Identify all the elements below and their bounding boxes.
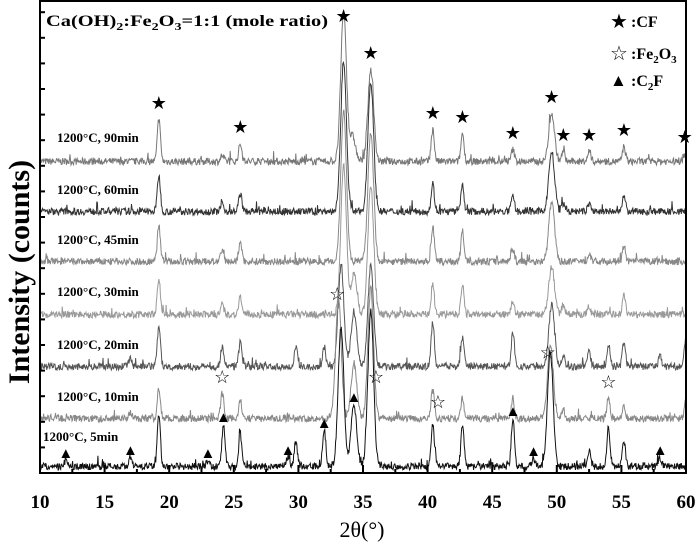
legend-item-cf: ★ :CF <box>610 11 658 33</box>
filled-triangle-marker-icon: ▲ <box>526 444 541 460</box>
filled-star-marker-icon: ★ <box>151 93 167 113</box>
legend-label-cf: :CF <box>631 14 658 31</box>
sample-labels: 1200°C, 90min 1200°C, 60min 1200°C, 45mi… <box>43 130 140 444</box>
y-axis-ticks <box>40 11 45 449</box>
x-tick-label: 30 <box>289 492 308 513</box>
x-tick-label: 45 <box>483 492 502 513</box>
filled-triangle-icon: ▲ <box>610 71 627 90</box>
traces <box>40 10 686 472</box>
legend: ★ :CF ☆ :Fe2O3 ▲ :C2F <box>610 11 677 93</box>
filled-star-marker-icon: ★ <box>454 107 470 127</box>
open-star-marker-icon: ☆ <box>600 372 616 392</box>
sample-label-90min: 1200°C, 90min <box>57 130 140 145</box>
x-tick-label: 25 <box>224 492 243 513</box>
series-line <box>40 261 686 372</box>
filled-triangle-marker-icon: ▲ <box>281 443 296 459</box>
filled-star-marker-icon: ★ <box>555 125 571 145</box>
filled-star-marker-icon: ★ <box>544 87 560 107</box>
x-tick-label: 60 <box>677 492 696 513</box>
legend-item-fe2o3: ☆ :Fe2O3 <box>610 43 677 66</box>
filled-triangle-marker-icon: ▲ <box>317 416 332 432</box>
y-axis-label: Intensity (counts) <box>3 160 36 384</box>
sample-label-10min: 1200°C, 10min <box>57 389 140 404</box>
series-line <box>40 308 686 472</box>
filled-triangle-marker-icon: ▲ <box>58 446 73 462</box>
series-line <box>40 284 686 424</box>
open-star-marker-icon: ☆ <box>540 342 556 362</box>
filled-triangle-marker-icon: ▲ <box>505 404 520 420</box>
filled-triangle-marker-icon: ▲ <box>123 443 138 459</box>
open-star-marker-icon: ☆ <box>329 284 345 304</box>
filled-star-marker-icon: ★ <box>677 127 693 147</box>
sample-label-5min: 1200°C, 5min <box>43 429 119 444</box>
filled-triangle-marker-icon: ▲ <box>653 443 668 459</box>
x-tick-label: 10 <box>31 492 50 513</box>
sample-label-20min: 1200°C, 20min <box>57 337 140 352</box>
filled-star-marker-icon: ★ <box>581 125 597 145</box>
legend-label-fe2o3: :Fe2O3 <box>631 46 677 66</box>
phase-markers: ★ ★ ★ ★ ★ ★ ★ ★ ★ ★ ★ ★ ☆ ☆ ☆ ☆ ☆ ☆ ▲ ▲ ▲ ▲ ▲ ▲ ▲ ▲ ▲ ▲ <box>58 6 692 462</box>
sample-label-45min: 1200°C, 45min <box>57 232 140 247</box>
legend-item-c2f: ▲ :C2F <box>610 71 663 93</box>
filled-triangle-marker-icon: ▲ <box>216 410 231 426</box>
composition-annotation: Ca(OH) 2:Fe 2O 3=1:1 (mole ratio) <box>46 13 328 33</box>
x-tick-label: 40 <box>418 492 437 513</box>
filled-triangle-marker-icon: ▲ <box>347 390 362 406</box>
filled-star-marker-icon: ★ <box>616 120 632 140</box>
open-star-marker-icon: ☆ <box>214 367 230 387</box>
filled-star-marker-icon: ★ <box>505 123 521 143</box>
filled-star-marker-icon: ★ <box>425 103 441 123</box>
filled-star-marker-icon: ★ <box>232 117 248 137</box>
x-axis-label: 2θ(°) <box>340 517 385 542</box>
filled-star-marker-icon: ★ <box>336 6 352 26</box>
open-star-marker-icon: ☆ <box>430 392 446 412</box>
x-tick-label: 15 <box>95 492 114 513</box>
x-tick-label: 35 <box>354 492 373 513</box>
open-star-marker-icon: ☆ <box>368 367 384 387</box>
filled-triangle-marker-icon: ▲ <box>201 446 216 462</box>
legend-label-c2f: :C2F <box>631 73 663 93</box>
sample-label-30min: 1200°C, 30min <box>57 284 140 299</box>
filled-star-marker-icon: ★ <box>363 43 379 63</box>
series-line <box>40 109 686 267</box>
x-tick-label: 20 <box>160 492 179 513</box>
x-tick-label: 55 <box>612 492 631 513</box>
sample-label-60min: 1200°C, 60min <box>57 182 140 197</box>
series-line <box>40 60 686 217</box>
x-axis-ticks: 10 15 20 25 30 35 40 45 50 55 60 <box>31 465 696 513</box>
open-star-icon: ☆ <box>610 43 628 65</box>
x-tick-label: 50 <box>547 492 566 513</box>
series-line <box>40 162 686 320</box>
filled-star-icon: ★ <box>610 11 628 33</box>
series-line <box>40 10 686 167</box>
